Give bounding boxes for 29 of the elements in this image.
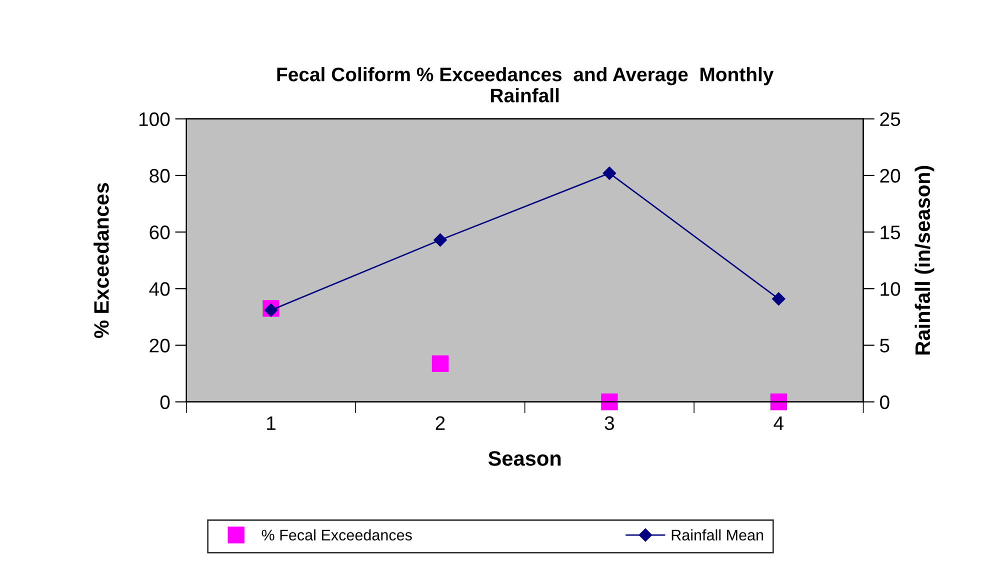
legend-label: % Fecal Exceedances <box>262 529 412 541</box>
point <box>434 233 447 247</box>
y-tick-label: 60 <box>150 226 170 240</box>
y2-tick-label: 5 <box>880 338 890 352</box>
y2-tick-label: 25 <box>880 112 900 126</box>
x-tick-label: 3 <box>604 416 614 430</box>
point <box>601 394 618 410</box>
y-tick-label: 80 <box>150 168 170 183</box>
y-tick-label: 100 <box>139 112 170 126</box>
y-tick-label: 40 <box>149 282 170 296</box>
legend-label: Rainfall Mean <box>672 529 764 541</box>
y-tick-label: 20 <box>150 338 170 352</box>
x-tick-label: 1 <box>267 416 276 430</box>
y2-axis-title: Rainfall (in/season) <box>914 166 934 354</box>
y-tick-label: 0 <box>160 395 170 410</box>
y2-tick-label: 10 <box>880 282 900 296</box>
y2-tick-label: 15 <box>880 226 900 240</box>
y2-tick-label: 20 <box>880 168 900 183</box>
point <box>264 304 278 317</box>
x-tick-label: 2 <box>436 416 445 430</box>
x-axis-title: Season <box>488 451 561 466</box>
point <box>770 394 787 410</box>
point <box>602 166 616 180</box>
y-axis-title: % Exceedances <box>94 183 109 338</box>
y2-tick-label: 0 <box>880 395 890 410</box>
x-tick-label: 4 <box>774 416 784 430</box>
point <box>432 355 449 372</box>
point <box>772 292 786 306</box>
chart-title: Fecal Coliform % Exceedances and Average Monthly Rainfall <box>277 67 774 102</box>
